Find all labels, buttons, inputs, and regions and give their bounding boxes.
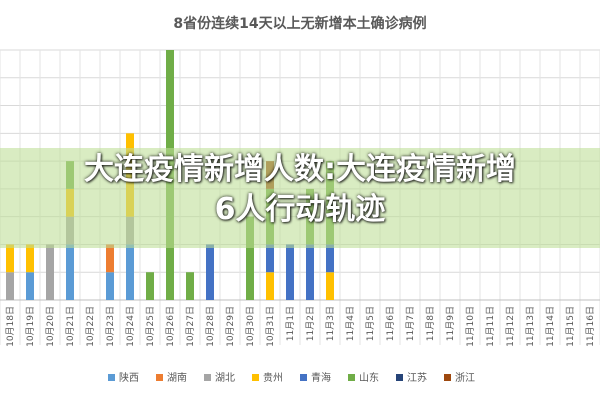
x-tick-label: 10月20日 (45, 306, 56, 347)
bar-segment (126, 244, 134, 300)
legend-swatch (348, 374, 355, 381)
chart-title: 8省份连续14天以上无新增本土确诊病例 (173, 15, 426, 32)
headline-banner (0, 148, 600, 248)
legend-label: 山东 (359, 371, 379, 384)
bar-segment (66, 244, 74, 300)
x-tick-label: 10月18日 (5, 306, 16, 347)
legend-label: 陕西 (119, 371, 139, 384)
x-tick-label: 11月12日 (505, 306, 516, 347)
x-tick-label: 11月10日 (465, 306, 476, 347)
x-tick-label: 11月3日 (325, 306, 336, 341)
headline-line-2: 6人行动轨迹 (214, 192, 386, 227)
x-tick-label: 10月26日 (165, 306, 176, 347)
bar-segment (246, 216, 254, 300)
x-tick-label: 11月14日 (545, 306, 556, 347)
bar-segment (186, 272, 194, 300)
x-tick-label: 11月7日 (405, 306, 416, 341)
bar-segment (266, 272, 274, 300)
headline-line-1: 大连疫情新增人数:大连疫情新增 (84, 152, 516, 187)
legend-swatch (444, 374, 451, 381)
x-tick-label: 11月5日 (365, 306, 376, 341)
legend-label: 贵州 (263, 371, 283, 384)
bar-segment (326, 272, 334, 300)
legend-label: 青海 (311, 371, 331, 384)
x-tick-label: 11月16日 (585, 306, 596, 347)
x-tick-label: 10月25日 (145, 306, 156, 347)
x-tick-label: 10月31日 (265, 306, 276, 347)
x-tick-label: 10月19日 (25, 306, 36, 347)
legend-label: 湖北 (215, 372, 235, 384)
x-tick-label: 10月27日 (185, 306, 196, 347)
bar-segment (146, 272, 154, 300)
x-tick-label: 10月30日 (245, 306, 256, 347)
bar-segment (46, 244, 54, 300)
bar-segment (306, 244, 314, 300)
legend-label: 江苏 (407, 371, 427, 384)
bar-segment (106, 244, 114, 273)
legend-label: 湖南 (167, 371, 187, 384)
x-tick-label: 10月21日 (65, 306, 76, 347)
x-tick-label: 11月2日 (305, 306, 316, 341)
bar-segment (6, 272, 14, 300)
x-tick-label: 11月8日 (425, 306, 436, 341)
bar-segment (266, 244, 274, 273)
x-tick-label: 10月22日 (85, 306, 96, 347)
bar-segment (206, 244, 214, 300)
x-tick-label: 11月11日 (485, 306, 496, 347)
headline-text: 大连疫情新增人数:大连疫情新增 6人行动轨迹 (0, 150, 600, 230)
legend-swatch (108, 374, 115, 381)
x-tick-label: 11月13日 (525, 306, 536, 347)
x-tick-label: 10月23日 (105, 306, 116, 347)
bar-segment (106, 272, 114, 300)
x-tick-label: 11月4日 (345, 306, 356, 341)
x-tick-label: 10月29日 (225, 306, 236, 347)
x-tick-label: 10月24日 (125, 306, 136, 347)
x-tick-label: 10月28日 (205, 306, 216, 347)
legend-swatch (252, 374, 259, 381)
x-tick-label: 11月1日 (285, 306, 296, 341)
bar-segment (286, 244, 294, 300)
legend-swatch (156, 374, 163, 381)
x-tick-label: 11月15日 (565, 306, 576, 347)
legend-swatch (204, 374, 211, 381)
bar-segment (326, 244, 334, 273)
bar-segment (26, 244, 34, 273)
x-tick-label: 11月9日 (445, 306, 456, 341)
legend-swatch (396, 374, 403, 381)
bar-segment (6, 244, 14, 273)
x-tick-label: 11月6日 (385, 306, 396, 341)
legend-swatch (300, 374, 307, 381)
bar-segment (26, 272, 34, 300)
legend-label: 浙江 (455, 372, 475, 384)
